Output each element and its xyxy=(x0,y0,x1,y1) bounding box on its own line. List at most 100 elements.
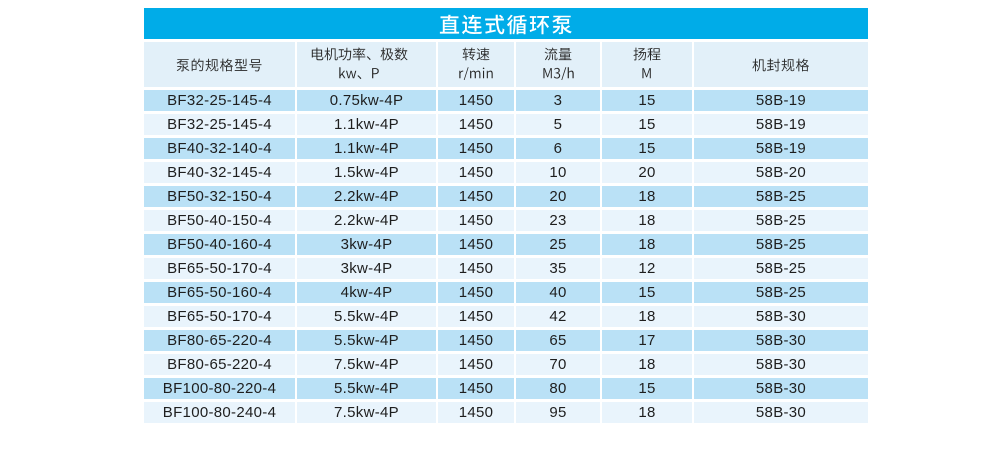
cell-seal: 58B-30 xyxy=(692,306,868,327)
table-row: BF65-50-160-4 4kw-4P 1450 40 15 58B-25 xyxy=(144,282,868,303)
table-row: BF40-32-140-4 1.1kw-4P 1450 6 15 58B-19 xyxy=(144,138,868,159)
cell-power: 7.5kw-4P xyxy=(295,354,436,375)
cell-power: 0.75kw-4P xyxy=(295,90,436,111)
table-row: BF80-65-220-4 7.5kw-4P 1450 70 18 58B-30 xyxy=(144,354,868,375)
column-header-speed: 转速 r/min xyxy=(436,42,514,87)
table-row: BF80-65-220-4 5.5kw-4P 1450 65 17 58B-30 xyxy=(144,330,868,351)
cell-flow: 40 xyxy=(514,282,600,303)
cell-seal: 58B-25 xyxy=(692,282,868,303)
cell-head: 18 xyxy=(600,186,692,207)
table-row: BF50-32-150-4 2.2kw-4P 1450 20 18 58B-25 xyxy=(144,186,868,207)
table-title-bar: 直连式循环泵 xyxy=(144,8,868,39)
cell-power: 2.2kw-4P xyxy=(295,210,436,231)
cell-speed: 1450 xyxy=(436,234,514,255)
cell-seal: 58B-25 xyxy=(692,210,868,231)
cell-head: 18 xyxy=(600,354,692,375)
column-header-speed-line1: 转速 xyxy=(462,45,490,63)
cell-flow: 70 xyxy=(514,354,600,375)
cell-speed: 1450 xyxy=(436,162,514,183)
cell-seal: 58B-20 xyxy=(692,162,868,183)
column-header-speed-text: r/min xyxy=(458,66,494,80)
cell-flow: 3 xyxy=(514,90,600,111)
column-header-head: 扬程 M xyxy=(600,42,692,87)
cell-seal: 58B-25 xyxy=(692,258,868,279)
cell-seal: 58B-25 xyxy=(692,186,868,207)
column-header-power-line1: 电机功率、极数 xyxy=(310,45,408,63)
table-body: BF32-25-145-4 0.75kw-4P 1450 3 15 58B-19… xyxy=(144,90,868,423)
column-header-power-text: kw、P xyxy=(338,66,379,80)
cell-model: BF80-65-220-4 xyxy=(167,332,272,349)
table-header-row: 泵的规格型号 电机功率、极数 kw、P 转速 r/min xyxy=(144,42,868,87)
cell-seal: 58B-19 xyxy=(692,138,868,159)
cell-seal: 58B-19 xyxy=(692,90,868,111)
cell-model: BF65-50-170-4 xyxy=(167,260,272,277)
column-header-head-line1: 扬程 xyxy=(633,45,661,63)
cell-seal: 58B-30 xyxy=(692,354,868,375)
cell-head: 12 xyxy=(600,258,692,279)
cell-model: BF32-25-145-4 xyxy=(167,116,272,133)
cell-speed: 1450 xyxy=(436,402,514,423)
cell-power: 5.5kw-4P xyxy=(295,378,436,399)
cell-flow: 80 xyxy=(514,378,600,399)
cell-power: 7.5kw-4P xyxy=(295,402,436,423)
cell-flow: 23 xyxy=(514,210,600,231)
cell-flow: 95 xyxy=(514,402,600,423)
column-header-head-line2: M xyxy=(641,64,652,82)
column-header-seal-text: 机封规格 xyxy=(752,58,810,72)
column-header-speed-line2: r/min xyxy=(458,64,494,82)
table-row: BF100-80-240-4 7.5kw-4P 1450 95 18 58B-3… xyxy=(144,402,868,423)
cell-seal: 58B-30 xyxy=(692,330,868,351)
cell-speed: 1450 xyxy=(436,210,514,231)
cell-model: BF80-65-220-4 xyxy=(167,356,272,373)
cell-head: 15 xyxy=(600,114,692,135)
cell-speed: 1450 xyxy=(436,114,514,135)
table-title: 直连式循环泵 xyxy=(439,14,573,35)
cell-head: 15 xyxy=(600,378,692,399)
column-header-seal-line1: 机封规格 xyxy=(752,56,810,74)
cell-model: BF50-40-160-4 xyxy=(167,236,272,253)
cell-power: 4kw-4P xyxy=(295,282,436,303)
cell-speed: 1450 xyxy=(436,186,514,207)
cell-head: 18 xyxy=(600,306,692,327)
cell-flow: 20 xyxy=(514,186,600,207)
column-header-model: 泵的规格型号 xyxy=(144,42,295,87)
cell-flow: 25 xyxy=(514,234,600,255)
cell-head: 17 xyxy=(600,330,692,351)
cell-power: 3kw-4P xyxy=(295,258,436,279)
column-header-flow-text: 流量 xyxy=(544,47,572,61)
table-row: BF65-50-170-4 3kw-4P 1450 35 12 58B-25 xyxy=(144,258,868,279)
cell-head: 18 xyxy=(600,402,692,423)
cell-head: 18 xyxy=(600,210,692,231)
column-header-seal: 机封规格 xyxy=(692,42,868,87)
table-row: BF32-25-145-4 1.1kw-4P 1450 5 15 58B-19 xyxy=(144,114,868,135)
column-header-flow-line2: M3/h xyxy=(542,64,575,82)
cell-speed: 1450 xyxy=(436,90,514,111)
column-header-head-text: M xyxy=(641,66,652,80)
cell-speed: 1450 xyxy=(436,306,514,327)
cell-flow: 5 xyxy=(514,114,600,135)
cell-speed: 1450 xyxy=(436,282,514,303)
cell-head: 15 xyxy=(600,90,692,111)
cell-model: BF100-80-240-4 xyxy=(162,404,277,421)
cell-seal: 58B-30 xyxy=(692,378,868,399)
cell-model: BF40-32-145-4 xyxy=(167,164,272,181)
cell-flow: 42 xyxy=(514,306,600,327)
column-header-flow: 流量 M3/h xyxy=(514,42,600,87)
pump-spec-table: 直连式循环泵 泵的规格型号 电机功率、极数 kw、P 转速 xyxy=(144,8,868,423)
column-header-model-text: 泵的规格型号 xyxy=(176,58,263,72)
cell-head: 15 xyxy=(600,282,692,303)
cell-model: BF50-32-150-4 xyxy=(167,188,272,205)
cell-speed: 1450 xyxy=(436,138,514,159)
cell-head: 15 xyxy=(600,138,692,159)
column-header-head-text: 扬程 xyxy=(633,47,661,61)
cell-speed: 1450 xyxy=(436,378,514,399)
cell-model: BF40-32-140-4 xyxy=(167,140,272,157)
cell-speed: 1450 xyxy=(436,330,514,351)
column-header-flow-text: M3/h xyxy=(542,66,575,80)
cell-power: 5.5kw-4P xyxy=(295,330,436,351)
cell-power: 1.1kw-4P xyxy=(295,138,436,159)
table-row: BF50-40-150-4 2.2kw-4P 1450 23 18 58B-25 xyxy=(144,210,868,231)
table-row: BF65-50-170-4 5.5kw-4P 1450 42 18 58B-30 xyxy=(144,306,868,327)
cell-power: 1.5kw-4P xyxy=(295,162,436,183)
